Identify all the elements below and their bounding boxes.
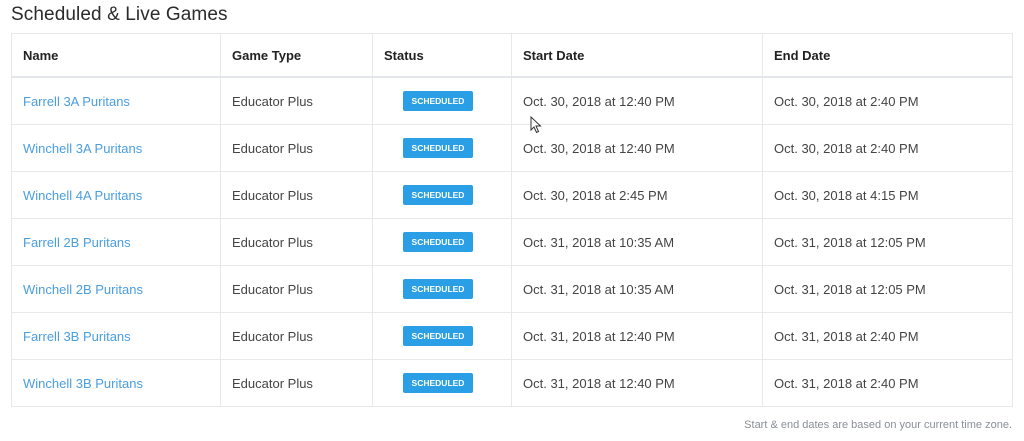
cell-status: SCHEDULED [372, 171, 512, 219]
cell-end-date: Oct. 31, 2018 at 12:05 PM [762, 218, 1013, 266]
game-name-link[interactable]: Farrell 2B Puritans [23, 234, 131, 250]
table-row: Farrell 3A Puritans Educator Plus SCHEDULE… [11, 76, 1013, 125]
cell-start-date: Oct. 30, 2018 at 12:40 PM [511, 76, 763, 125]
timezone-note: Start & end dates are based on your curr… [744, 419, 1012, 431]
cell-name: Farrell 2B Puritans [11, 218, 221, 266]
game-name-link[interactable]: Winchell 2B Puritans [23, 281, 143, 297]
column-header-game-type: Game Type [220, 33, 373, 78]
cell-game-type: Educator Plus [220, 265, 373, 313]
cell-name: Farrell 3A Puritans [11, 76, 221, 125]
cell-end-date: Oct. 30, 2018 at 2:40 PM [762, 124, 1013, 172]
game-name-link[interactable]: Farrell 3B Puritans [23, 328, 131, 344]
game-name-link[interactable]: Farrell 3A Puritans [23, 93, 130, 109]
status-badge: SCHEDULED [403, 91, 473, 111]
cell-start-date: Oct. 31, 2018 at 12:40 PM [511, 359, 763, 407]
cell-end-date: Oct. 31, 2018 at 12:05 PM [762, 265, 1013, 313]
cell-game-type: Educator Plus [220, 218, 373, 266]
cell-start-date: Oct. 30, 2018 at 12:40 PM [511, 124, 763, 172]
table-row: Winchell 2B Puritans Educator Plus SCHEDUL… [11, 265, 1013, 313]
cell-status: SCHEDULED [372, 124, 512, 172]
table-row: Farrell 3B Puritans Educator Plus SCHEDULE… [11, 312, 1013, 360]
games-table: Name Game Type Status Start Date End Dat… [11, 33, 1013, 407]
cell-name: Farrell 3B Puritans [11, 312, 221, 360]
table-row: Winchell 3A Puritans Educator Plus SCHEDUL… [11, 124, 1013, 172]
table-row: Winchell 4A Puritans Educator Plus SCHEDUL… [11, 171, 1013, 219]
column-header-name: Name [11, 33, 221, 78]
cell-name: Winchell 4A Puritans [11, 171, 221, 219]
cell-status: SCHEDULED [372, 312, 512, 360]
status-badge: SCHEDULED [403, 185, 473, 205]
cell-status: SCHEDULED [372, 76, 512, 125]
cell-end-date: Oct. 31, 2018 at 2:40 PM [762, 312, 1013, 360]
game-name-link[interactable]: Winchell 3A Puritans [23, 140, 143, 156]
cell-name: Winchell 3A Puritans [11, 124, 221, 172]
cell-end-date: Oct. 30, 2018 at 4:15 PM [762, 171, 1013, 219]
mouse-pointer-icon [530, 116, 542, 134]
status-badge: SCHEDULED [403, 232, 473, 252]
cell-end-date: Oct. 30, 2018 at 2:40 PM [762, 76, 1013, 125]
cell-game-type: Educator Plus [220, 171, 373, 219]
table-row: Farrell 2B Puritans Educator Plus SCHEDULE… [11, 218, 1013, 266]
column-header-start-date: Start Date [511, 33, 763, 78]
cell-start-date: Oct. 31, 2018 at 12:40 PM [511, 312, 763, 360]
cell-start-date: Oct. 31, 2018 at 10:35 AM [511, 218, 763, 266]
cell-game-type: Educator Plus [220, 312, 373, 360]
status-badge: SCHEDULED [403, 326, 473, 346]
cell-game-type: Educator Plus [220, 124, 373, 172]
column-header-status: Status [372, 33, 512, 78]
table-header-row: Name Game Type Status Start Date End Dat… [11, 33, 1013, 78]
game-name-link[interactable]: Winchell 4A Puritans [23, 187, 143, 203]
cell-game-type: Educator Plus [220, 76, 373, 125]
status-badge: SCHEDULED [403, 138, 473, 158]
status-badge: SCHEDULED [403, 279, 473, 299]
cell-status: SCHEDULED [372, 359, 512, 407]
page-title: Scheduled & Live Games [11, 4, 228, 25]
column-header-end-date: End Date [762, 33, 1013, 78]
table-row: Winchell 3B Puritans Educator Plus SCHEDUL… [11, 359, 1013, 407]
cell-status: SCHEDULED [372, 218, 512, 266]
cell-name: Winchell 3B Puritans [11, 359, 221, 407]
cell-start-date: Oct. 30, 2018 at 2:45 PM [511, 171, 763, 219]
status-badge: SCHEDULED [403, 373, 473, 393]
cell-end-date: Oct. 31, 2018 at 2:40 PM [762, 359, 1013, 407]
cell-name: Winchell 2B Puritans [11, 265, 221, 313]
cell-start-date: Oct. 31, 2018 at 10:35 AM [511, 265, 763, 313]
cell-game-type: Educator Plus [220, 359, 373, 407]
cell-status: SCHEDULED [372, 265, 512, 313]
game-name-link[interactable]: Winchell 3B Puritans [23, 375, 143, 391]
